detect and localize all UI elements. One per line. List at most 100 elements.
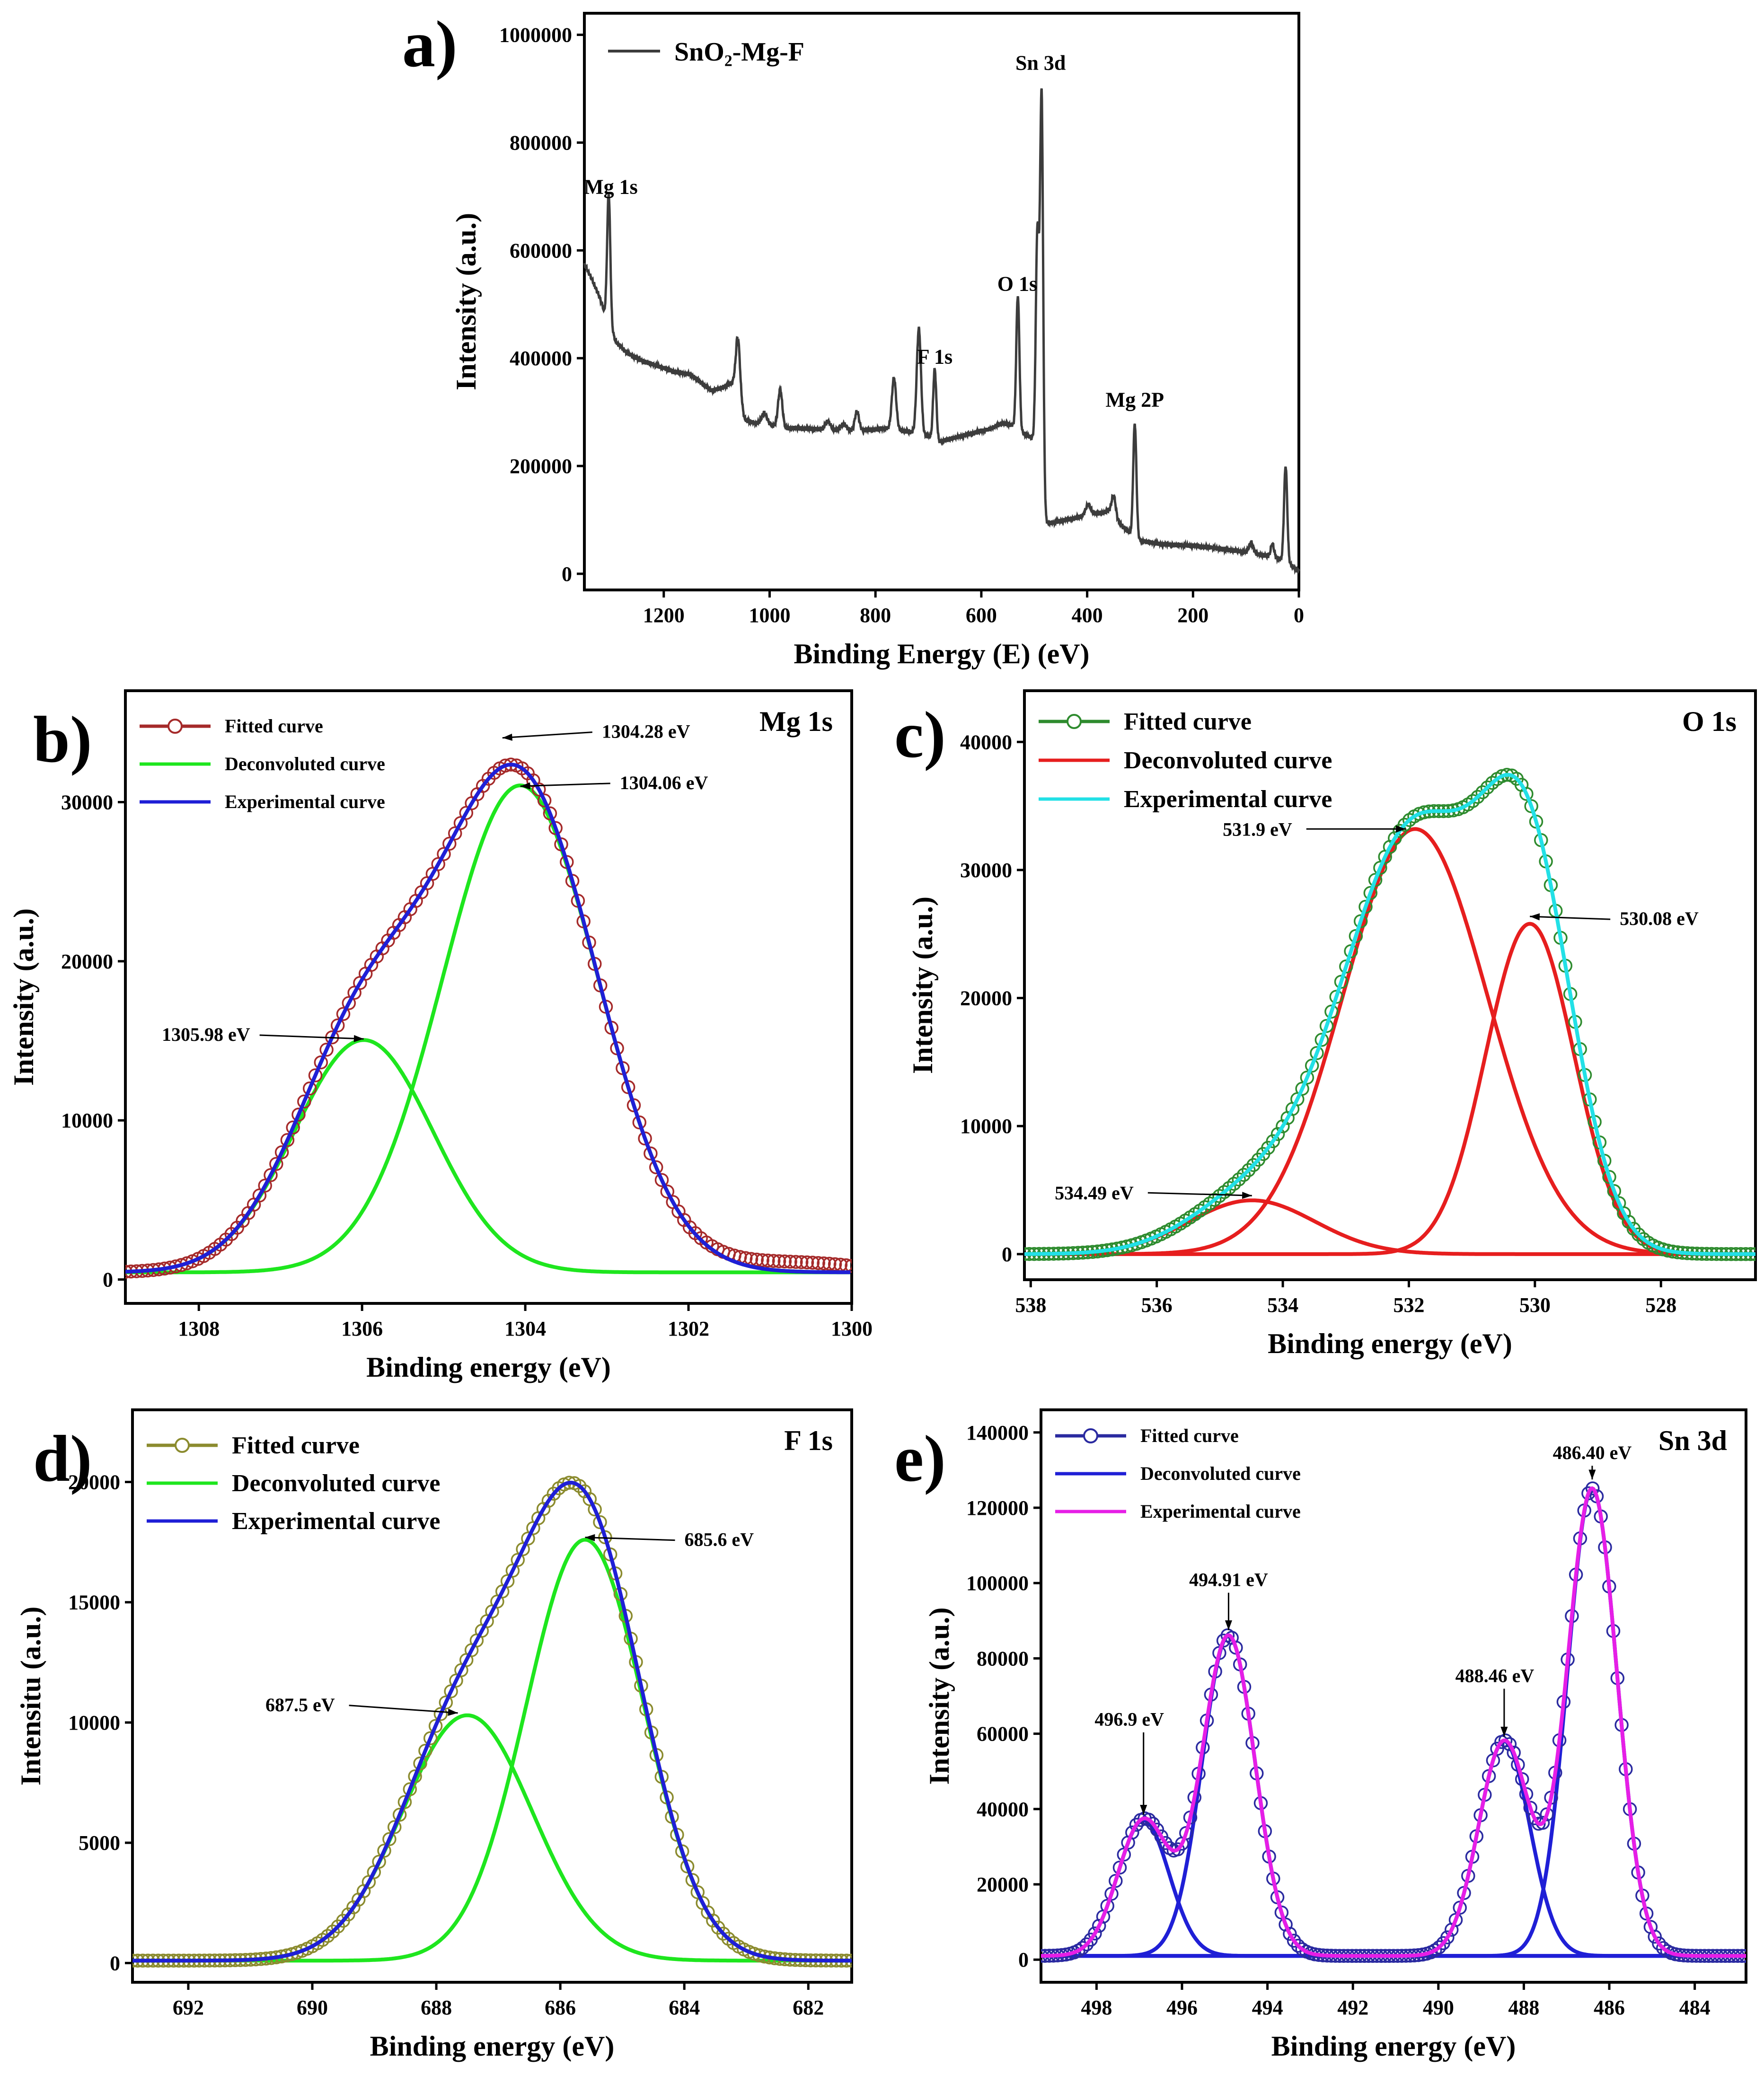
fitted-marker <box>258 1178 272 1193</box>
x-tick-label: 496 <box>1166 1996 1198 2019</box>
x-tick-label: 684 <box>669 1996 700 2019</box>
x-tick-label: 490 <box>1423 1996 1454 2019</box>
peak-annotation: Sn 3d <box>1015 52 1066 75</box>
panel-d: 692 690 688 686 684 682 0 5000 10000 15000 20000 Bi… <box>15 1408 853 2062</box>
x-axis-label: Binding energy (eV) <box>1268 1328 1512 1359</box>
legend-label: Deconvoluted curve <box>225 753 385 774</box>
x-tick-label: 0 <box>1294 604 1304 627</box>
panel-a: 1200 1000 800 600 400 200 0 0 200000 400000 600000… <box>402 8 1304 669</box>
legend-label: Deconvoluted curve <box>1140 1463 1301 1484</box>
fitted-marker <box>341 1907 355 1922</box>
fitted-marker <box>1079 1937 1094 1952</box>
y-tick-label: 0 <box>1002 1243 1012 1266</box>
legend-label: Experimental curve <box>1124 786 1332 813</box>
fitted-marker <box>845 1258 852 1273</box>
legend-label: Fitted curve <box>1140 1425 1239 1446</box>
x-tick-label: 1304 <box>504 1317 546 1340</box>
x-tick-label: 492 <box>1337 1996 1368 2019</box>
fitted-marker <box>377 1844 391 1858</box>
fitted-marker <box>1622 1214 1636 1229</box>
x-tick-label: 484 <box>1679 1996 1711 2019</box>
legend-label: Experimental curve <box>1140 1501 1301 1522</box>
panel-label: a) <box>402 8 458 81</box>
fitted-marker <box>314 1055 328 1070</box>
y-tick-label: 600000 <box>510 239 572 262</box>
deconvoluted-component-2 <box>1041 1634 1746 1958</box>
y-tick-label: 0 <box>110 1952 120 1975</box>
legend-marker <box>168 719 183 734</box>
annotation-arrowhead <box>1530 913 1540 921</box>
fitted-marker <box>1236 1168 1251 1182</box>
fitted-marker <box>428 1719 443 1733</box>
peak-annotation: F 1s <box>917 345 953 369</box>
annotation-arrowhead <box>448 1708 458 1716</box>
fitted-marker <box>632 1115 647 1130</box>
x-tick-label: 686 <box>545 1996 576 2019</box>
fitted-marker <box>1324 1004 1339 1019</box>
experimental-curve-line <box>1024 773 1755 1256</box>
fitted-marker <box>413 1756 427 1771</box>
fitted-marker <box>1092 1918 1106 1933</box>
annotation-arrow <box>259 1034 364 1040</box>
fitted-marker <box>1305 1058 1319 1073</box>
y-tick-label: 40000 <box>960 730 1012 754</box>
experimental-curve-line <box>1041 1486 1746 1958</box>
fitted-marker <box>1310 1046 1324 1060</box>
fitted-marker <box>269 1157 283 1171</box>
fitted-marker <box>392 1808 407 1822</box>
y-tick-label: 20000 <box>960 987 1012 1010</box>
fitted-marker <box>1314 1033 1329 1047</box>
fitted-marker <box>783 1255 797 1269</box>
panel-label: e) <box>894 1422 946 1495</box>
x-tick-label: 1200 <box>643 604 685 627</box>
x-tick-label: 532 <box>1393 1293 1424 1317</box>
x-axis-label: Binding Energy (E) (eV) <box>794 638 1089 669</box>
y-tick-label: 800000 <box>510 131 572 154</box>
fitted-marker <box>1088 1926 1102 1941</box>
fitted-marker <box>817 1256 831 1271</box>
panel-label: c) <box>894 698 946 772</box>
y-tick-label: 60000 <box>977 1723 1029 1746</box>
fitted-marker <box>548 821 563 835</box>
plot-frame <box>1023 689 1757 1281</box>
peak-annotation: 486.40 eV <box>1553 1442 1632 1463</box>
x-tick-label: 530 <box>1519 1293 1551 1317</box>
fitted-marker <box>1632 1227 1646 1242</box>
fitted-marker <box>805 1256 820 1270</box>
peak-annotation: 530.08 eV <box>1620 908 1699 929</box>
x-tick-label: 600 <box>966 604 997 627</box>
x-tick-label: 1302 <box>668 1317 709 1340</box>
fitted-marker <box>387 1820 402 1834</box>
fitted-marker <box>761 1253 775 1268</box>
y-tick-label: 20000 <box>61 950 113 973</box>
peak-annotation: 1304.06 eV <box>620 772 708 793</box>
fitted-marker <box>286 1120 300 1135</box>
fitted-marker <box>1358 899 1373 914</box>
fitted-marker <box>1524 799 1538 813</box>
fitted-marker <box>822 1257 837 1271</box>
legend-label: Deconvoluted curve <box>1124 747 1332 774</box>
legend-label: Deconvoluted curve <box>232 1470 440 1497</box>
y-axis-label: Intensity (a.u.) <box>450 213 482 390</box>
deconvoluted-component-3 <box>1024 922 1755 1256</box>
fitted-marker <box>442 836 457 851</box>
peak-annotation: 531.9 eV <box>1223 818 1292 840</box>
annotation-arrowhead <box>353 1035 364 1042</box>
fitted-marker <box>537 793 552 808</box>
x-axis-label: Binding energy (eV) <box>366 1352 611 1383</box>
fitted-marker <box>1465 794 1480 808</box>
y-tick-label: 40000 <box>977 1798 1029 1821</box>
x-axis-label: Binding energy (eV) <box>1271 2031 1516 2062</box>
fitted-marker <box>1432 1940 1446 1954</box>
x-tick-label: 690 <box>297 1996 328 2019</box>
fitted-marker <box>644 1146 658 1161</box>
fitted-marker <box>654 1173 669 1187</box>
fitted-marker <box>1117 1847 1131 1862</box>
fitted-marker <box>1440 1930 1455 1944</box>
fitted-marker <box>1104 1887 1119 1901</box>
legend-label: Fitted curve <box>225 715 323 737</box>
y-tick-label: 20000 <box>68 1471 120 1494</box>
fitted-marker <box>1498 1733 1513 1748</box>
fitted-marker <box>403 1782 417 1796</box>
fitted-marker <box>1388 831 1402 845</box>
